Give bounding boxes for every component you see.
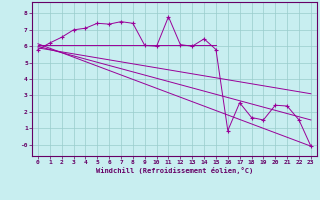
X-axis label: Windchill (Refroidissement éolien,°C): Windchill (Refroidissement éolien,°C) (96, 167, 253, 174)
